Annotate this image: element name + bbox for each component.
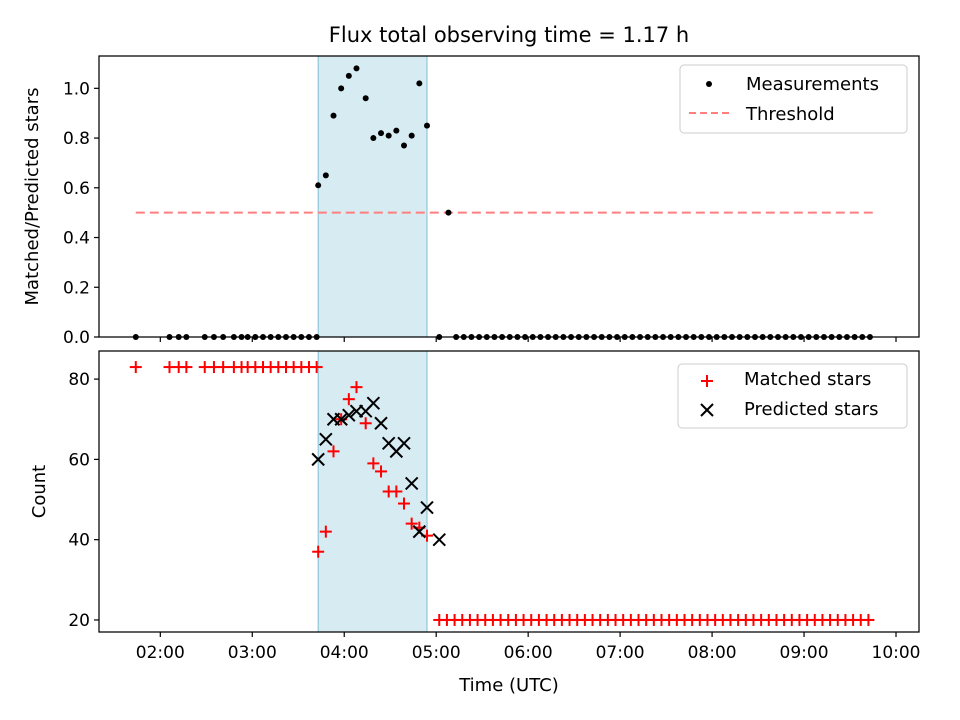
predicted-star-marker [432, 532, 446, 547]
measurement-point [362, 95, 369, 102]
matched-star-marker [350, 381, 363, 394]
matched-star-marker [217, 361, 230, 374]
y-tick-label: 40 [68, 531, 90, 551]
measurement-point [385, 132, 392, 139]
matched-star-marker [342, 393, 355, 406]
bottom-y-ticks: 20 40 60 80 [68, 370, 99, 631]
bottom-observing-span [317, 350, 428, 633]
matched-star-marker [310, 361, 323, 374]
predicted-star-marker [366, 396, 381, 410]
matched-star-marker [367, 457, 380, 470]
measurement-point [378, 130, 385, 137]
measurement-point [445, 209, 452, 216]
x-tick-label: 04:00 [320, 643, 369, 663]
matched-stars-points [129, 361, 875, 626]
y-tick-label: 20 [68, 611, 90, 631]
measurement-points [132, 65, 873, 340]
x-tick-label: 08:00 [688, 643, 737, 663]
y-tick-label: 0.8 [63, 129, 90, 149]
top-x-ticks [159, 337, 897, 342]
measurement-point [416, 80, 423, 87]
y-tick-label: 0.0 [63, 328, 90, 348]
legend-threshold-label: Threshold [745, 104, 835, 125]
predicted-star-marker [397, 436, 411, 451]
measurement-point [393, 127, 400, 134]
predicted-star-marker [311, 452, 325, 467]
y-tick-label: 0.6 [63, 179, 90, 199]
measurement-point [401, 142, 408, 149]
top-y-ticks: 0.0 0.2 0.4 0.6 0.8 1.0 [63, 79, 99, 348]
observing-span-rect [317, 350, 428, 633]
bottom-y-axis-label: Count [29, 465, 50, 518]
predicted-star-marker [420, 500, 434, 515]
y-tick-label: 0.2 [63, 278, 90, 298]
y-tick-label: 1.0 [63, 79, 90, 99]
x-tick-label: 02:00 [136, 643, 185, 663]
y-tick-label: 0.4 [63, 229, 90, 249]
top-observing-span [317, 55, 428, 338]
top-y-axis-label: Matched/Predicted stars [22, 88, 43, 306]
top-legend: Measurements Threshold [679, 64, 908, 134]
x-tick-label: 05:00 [412, 643, 461, 663]
predicted-star-marker [374, 416, 388, 430]
bottom-axes-frame [98, 350, 920, 633]
matched-star-marker [319, 525, 332, 538]
y-tick-label: 60 [68, 450, 90, 470]
matched-star-marker [398, 497, 411, 510]
legend-predicted-marker [700, 403, 714, 417]
matched-star-marker [129, 361, 142, 374]
measurement-point [408, 132, 415, 139]
matched-star-marker [327, 445, 340, 458]
bottom-x-axis-label: Time (UTC) [458, 675, 559, 696]
bottom-legend-box [677, 363, 908, 429]
legend-matched-label: Matched stars [744, 369, 871, 390]
measurement-point [370, 135, 377, 142]
matched-star-marker [375, 465, 388, 478]
measurement-point [353, 65, 360, 72]
predicted-star-marker [334, 412, 348, 426]
bottom-x-ticks: 02:00 03:00 04:00 05:00 06:00 07:00 08:00 09:00… [136, 632, 921, 663]
matched-star-marker [359, 417, 372, 430]
legend-matched-marker [701, 375, 713, 387]
x-tick-label: 07:00 [596, 643, 645, 663]
bottom-legend: Matched stars Predicted stars [677, 363, 908, 429]
matched-star-marker [862, 613, 875, 626]
x-tick-label: 09:00 [780, 643, 829, 663]
measurement-point [338, 85, 345, 92]
predicted-star-marker [342, 408, 356, 422]
top-axes-frame [98, 55, 920, 338]
legend-predicted-label: Predicted stars [744, 399, 878, 420]
x-tick-label: 06:00 [504, 643, 553, 663]
top-panel: 0.0 0.2 0.4 0.6 0.8 1.0 Matched/Predicted sta… [22, 55, 920, 348]
matched-star-marker [390, 485, 403, 498]
figure-title: Flux total observing time = 1.17 h [329, 23, 689, 47]
predicted-star-marker [319, 432, 333, 447]
observing-span-rect [317, 55, 428, 338]
measurement-point [345, 72, 352, 79]
measurement-point [330, 112, 337, 119]
legend-measurements-label: Measurements [746, 74, 879, 95]
y-tick-label: 80 [68, 370, 90, 390]
predicted-stars-points [311, 396, 446, 547]
measurement-point [322, 172, 329, 179]
matched-star-marker [405, 517, 418, 530]
predicted-star-marker [412, 524, 427, 539]
matched-star-marker [180, 361, 193, 374]
top-legend-box [679, 64, 908, 134]
measurement-point [424, 122, 430, 129]
measurement-point [315, 182, 322, 189]
matched-star-marker [312, 545, 325, 558]
x-tick-label: 03:00 [228, 643, 277, 663]
legend-measurements-marker [706, 81, 712, 87]
x-tick-label: 10:00 [872, 643, 921, 663]
predicted-star-marker [404, 476, 419, 491]
